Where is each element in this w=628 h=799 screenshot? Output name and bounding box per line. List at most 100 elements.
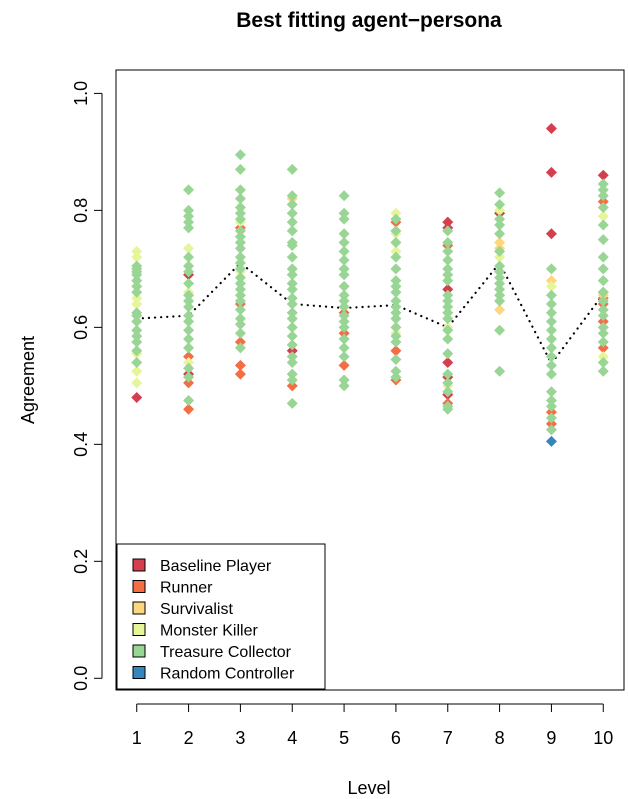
legend-box xyxy=(116,543,326,690)
point-treasure-collector xyxy=(286,216,298,228)
point-treasure-collector xyxy=(545,386,557,398)
mean-line-path xyxy=(135,261,605,366)
y-tick-label: 0.2 xyxy=(71,549,91,574)
point-monster-killer xyxy=(390,207,402,219)
legend-swatch xyxy=(132,558,146,572)
point-baseline-player xyxy=(442,283,454,295)
point-treasure-collector xyxy=(494,260,506,272)
point-monster-killer xyxy=(597,210,609,222)
point-treasure-collector xyxy=(390,275,402,287)
point-treasure-collector xyxy=(234,318,246,330)
point-treasure-collector xyxy=(286,251,298,263)
point-survivalist xyxy=(494,237,506,249)
point-survivalist xyxy=(494,304,506,316)
point-treasure-collector xyxy=(183,362,195,374)
point-monster-killer xyxy=(183,242,195,254)
point-treasure-collector xyxy=(442,289,454,301)
point-treasure-collector xyxy=(131,316,143,328)
point-treasure-collector xyxy=(338,190,350,202)
x-tick-label: 8 xyxy=(495,728,505,748)
point-treasure-collector xyxy=(183,295,195,307)
point-treasure-collector xyxy=(545,289,557,301)
point-treasure-collector xyxy=(131,356,143,368)
point-treasure-collector xyxy=(545,342,557,354)
legend-swatch xyxy=(132,601,146,615)
point-runner xyxy=(597,196,609,208)
point-treasure-collector xyxy=(286,190,298,202)
x-tick-label: 4 xyxy=(287,728,297,748)
point-baseline-player xyxy=(442,356,454,368)
point-monster-killer xyxy=(494,251,506,263)
point-treasure-collector xyxy=(597,310,609,322)
y-tick-label: 0.4 xyxy=(71,432,91,457)
point-runner xyxy=(183,377,195,389)
point-treasure-collector xyxy=(545,263,557,275)
point-treasure-collector xyxy=(338,207,350,219)
point-treasure-collector xyxy=(183,277,195,289)
point-treasure-collector xyxy=(183,260,195,272)
point-treasure-collector xyxy=(597,365,609,377)
x-axis-label: Level xyxy=(347,778,390,798)
point-treasure-collector xyxy=(390,354,402,366)
point-treasure-collector xyxy=(390,301,402,313)
point-treasure-collector xyxy=(234,313,246,325)
point-baseline-player xyxy=(286,345,298,357)
point-treasure-collector xyxy=(545,324,557,336)
point-treasure-collector xyxy=(442,275,454,287)
point-treasure-collector xyxy=(494,213,506,225)
point-treasure-collector xyxy=(597,201,609,213)
point-treasure-collector xyxy=(338,228,350,240)
point-treasure-collector xyxy=(286,263,298,275)
y-axis: 0.0 0.2 0.4 0.6 0.8 1.0 xyxy=(71,81,103,691)
point-treasure-collector xyxy=(183,301,195,313)
mean-line xyxy=(135,261,605,366)
point-treasure-collector xyxy=(234,257,246,269)
point-treasure-collector xyxy=(286,374,298,386)
point-treasure-collector xyxy=(494,289,506,301)
point-treasure-collector xyxy=(442,263,454,275)
legend-label: Runner xyxy=(160,580,213,597)
point-treasure-collector xyxy=(338,374,350,386)
point-treasure-collector xyxy=(286,225,298,237)
point-treasure-collector xyxy=(442,377,454,389)
legend-swatch xyxy=(132,666,146,679)
point-treasure-collector xyxy=(131,345,143,357)
point-monster-killer xyxy=(545,280,557,292)
legend-label: Baseline Player xyxy=(160,558,272,575)
point-treasure-collector xyxy=(597,336,609,348)
point-treasure-collector xyxy=(442,348,454,360)
point-treasure-collector xyxy=(183,251,195,263)
point-treasure-collector xyxy=(183,184,195,196)
point-treasure-collector xyxy=(545,394,557,406)
point-treasure-collector xyxy=(183,324,195,336)
point-treasure-collector xyxy=(234,149,246,161)
point-treasure-collector xyxy=(234,289,246,301)
point-treasure-collector xyxy=(183,342,195,354)
point-treasure-collector xyxy=(183,216,195,228)
point-treasure-collector xyxy=(183,289,195,301)
point-treasure-collector xyxy=(183,394,195,406)
y-tick-label: 0.6 xyxy=(71,315,91,340)
point-treasure-collector xyxy=(338,213,350,225)
point-baseline-player xyxy=(442,216,454,228)
legend-label: Random Controller xyxy=(160,666,295,683)
point-baseline-player xyxy=(597,169,609,181)
y-tick-label: 0.8 xyxy=(71,198,91,223)
point-treasure-collector xyxy=(390,295,402,307)
point-monster-killer xyxy=(390,245,402,257)
point-monster-killer xyxy=(131,245,143,257)
point-treasure-collector xyxy=(494,219,506,231)
point-treasure-collector xyxy=(494,228,506,240)
point-treasure-collector xyxy=(183,316,195,328)
point-treasure-collector xyxy=(286,356,298,368)
point-treasure-collector xyxy=(545,400,557,412)
x-tick-label: 6 xyxy=(391,728,401,748)
point-monster-killer xyxy=(131,251,143,263)
point-survivalist xyxy=(545,275,557,287)
point-treasure-collector xyxy=(131,336,143,348)
point-treasure-collector xyxy=(286,207,298,219)
point-treasure-collector xyxy=(338,295,350,307)
point-treasure-collector xyxy=(183,333,195,345)
point-treasure-collector xyxy=(390,313,402,325)
point-treasure-collector xyxy=(131,310,143,322)
